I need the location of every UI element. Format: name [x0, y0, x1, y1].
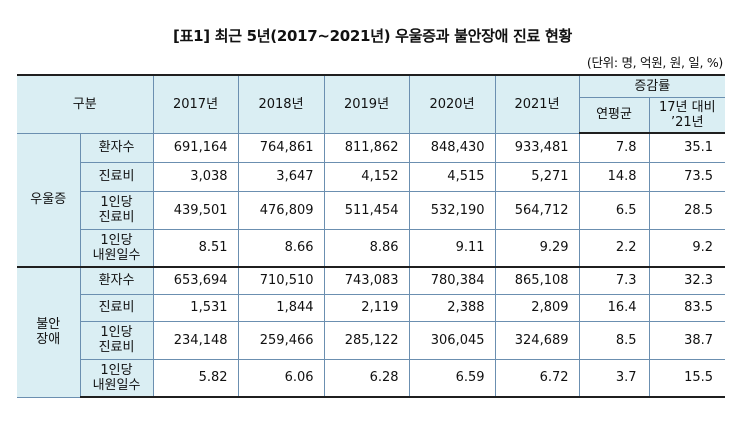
table-cell: 780,384: [408, 266, 496, 295]
table-title: [표1] 최근 5년(2017~2021년) 우울증과 불안장애 진료 현황: [173, 27, 572, 45]
header-annual-average: 연평균: [578, 96, 650, 134]
group-name-line2: 장애: [36, 332, 61, 348]
row-label: 환자수: [79, 266, 154, 295]
table-cell: 865,108: [494, 266, 580, 295]
table-cell: 764,861: [237, 132, 325, 163]
table-cell: 4,152: [323, 161, 410, 192]
table-cell-compare: 73.5: [648, 161, 726, 192]
table-cell: 6.59: [408, 358, 496, 398]
table-cell: 511,454: [323, 190, 410, 230]
header-compare-2017: 17년 대비 ’21년: [648, 96, 726, 134]
header-year: 2018년: [237, 74, 325, 134]
table-cell: 259,466: [237, 320, 325, 360]
row-label-line2: 진료비: [98, 340, 135, 355]
table-cell: 691,164: [152, 132, 239, 163]
row-label-line2: 내원일수: [92, 247, 141, 263]
table-cell: 811,862: [323, 132, 410, 163]
group-name-line1: 불안: [36, 317, 61, 333]
table-cell: 3,038: [152, 161, 239, 192]
row-label: 진료비: [79, 293, 154, 322]
row-label: 1인당 내원일수: [79, 228, 154, 268]
table-cell: 8.66: [237, 228, 325, 268]
header-compare-line1: 17년 대비: [658, 99, 716, 115]
table-cell-compare: 32.3: [648, 266, 726, 295]
table-cell-compare: 15.5: [648, 358, 726, 398]
table-cell: 2,119: [323, 293, 410, 322]
table-cell-annual: 2.2: [578, 228, 650, 268]
table-cell-annual: 8.5: [578, 320, 650, 360]
group-anxiety: 불안 장애: [17, 266, 81, 398]
table-cell: 324,689: [494, 320, 580, 360]
table-cell: 1,531: [152, 293, 239, 322]
table-cell: 564,712: [494, 190, 580, 230]
table-cell: 4,515: [408, 161, 496, 192]
table-cell: 9.29: [494, 228, 580, 268]
table-cell: 5.82: [152, 358, 239, 398]
unit-note: (단위: 명, 억원, 원, 일, %): [586, 55, 723, 70]
table-cell: 306,045: [408, 320, 496, 360]
table-cell-annual: 16.4: [578, 293, 650, 322]
row-label: 환자수: [79, 132, 154, 163]
table-cell: 8.86: [323, 228, 410, 268]
header-year: 2019년: [323, 74, 410, 134]
table-cell: 743,083: [323, 266, 410, 295]
row-label: 1인당 진료비: [79, 320, 154, 360]
table-cell: 476,809: [237, 190, 325, 230]
header-year: 2020년: [408, 74, 496, 134]
table-cell-compare: 38.7: [648, 320, 726, 360]
header-year: 2017년: [152, 74, 239, 134]
table-cell-annual: 3.7: [578, 358, 650, 398]
row-label-line1: 1인당: [100, 195, 133, 210]
table-cell: 933,481: [494, 132, 580, 163]
table-cell: 234,148: [152, 320, 239, 360]
table-cell: 2,388: [408, 293, 496, 322]
row-label-line1: 1인당: [100, 362, 133, 378]
table-cell: 6.06: [237, 358, 325, 398]
row-label: 1인당 내원일수: [79, 358, 154, 398]
header-category: 구분: [17, 74, 154, 134]
row-label-line1: 1인당: [100, 325, 133, 340]
table-cell: 1,844: [237, 293, 325, 322]
row-label-line2: 내원일수: [92, 377, 141, 393]
table-cell-annual: 6.5: [578, 190, 650, 230]
table-cell: 2,809: [494, 293, 580, 322]
table-cell: 8.51: [152, 228, 239, 268]
table-cell-compare: 9.2: [648, 228, 726, 268]
header-year: 2021년: [494, 74, 580, 134]
table-cell: 710,510: [237, 266, 325, 295]
table-cell: 285,122: [323, 320, 410, 360]
table-cell: 653,694: [152, 266, 239, 295]
table-cell: 848,430: [408, 132, 496, 163]
table-cell: 5,271: [494, 161, 580, 192]
table-cell-annual: 7.8: [578, 132, 650, 163]
header-change-rate: 증감률: [578, 74, 726, 98]
treatment-status-table: 구분 2017년 2018년 2019년 2020년 2021년 증감률 연평균…: [17, 74, 726, 398]
table-cell: 6.72: [494, 358, 580, 398]
table-cell-annual: 7.3: [578, 266, 650, 295]
group-depression: 우울증: [17, 132, 81, 268]
table-cell-compare: 83.5: [648, 293, 726, 322]
table-cell: 9.11: [408, 228, 496, 268]
row-label-line2: 진료비: [98, 210, 135, 225]
row-label: 진료비: [79, 161, 154, 192]
table-cell: 532,190: [408, 190, 496, 230]
table-cell-compare: 28.5: [648, 190, 726, 230]
table-cell: 6.28: [323, 358, 410, 398]
table-cell-compare: 35.1: [648, 132, 726, 163]
table-cell-annual: 14.8: [578, 161, 650, 192]
header-compare-line2: ’21년: [670, 114, 704, 130]
row-label-line1: 1인당: [100, 232, 133, 248]
table-cell: 439,501: [152, 190, 239, 230]
table-cell: 3,647: [237, 161, 325, 192]
row-label: 1인당 진료비: [79, 190, 154, 230]
